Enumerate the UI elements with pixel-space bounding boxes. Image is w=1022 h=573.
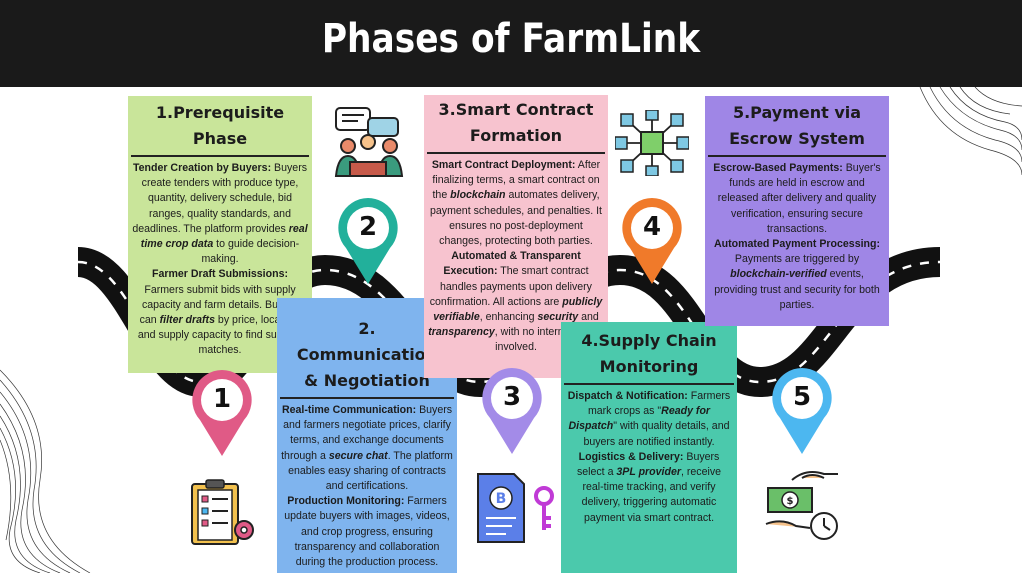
phase-1-title: 1.Prerequisite Phase	[128, 100, 312, 152]
subheading: Farmer Draft Submissions:	[152, 268, 288, 281]
phase-3-pin-marker: 3	[480, 366, 544, 456]
phase-1-title-line1: 1.Prerequisite	[155, 103, 285, 122]
emphasis: publicly verifiable	[433, 295, 603, 324]
subheading: Automated & Transparent Execution:	[443, 250, 581, 278]
bitcoin-document-key-icon: B	[477, 473, 554, 543]
map-pin-icon	[192, 370, 252, 456]
emphasis: security	[537, 311, 579, 324]
emphasis: 3PL provider	[616, 466, 681, 479]
phase-2-title: 2. Communication & Negotiation	[277, 316, 457, 394]
divider	[708, 155, 886, 157]
phase-5-pin-marker: 5	[770, 366, 834, 456]
phase-1-number: 1	[212, 384, 232, 414]
subheading: Real-time Communication:	[281, 404, 417, 416]
subheading: Dispatch & Notification:	[567, 390, 688, 402]
phase-1-title-line2: Phase	[192, 129, 248, 148]
body-text: automates delivery, payment schedules, a…	[430, 189, 602, 248]
phase-1-pin-marker: 1	[190, 368, 254, 458]
subheading: Automated Payment Processing:	[713, 238, 880, 251]
phase-3-title-line2: Formation	[469, 126, 563, 145]
map-pin-icon	[622, 198, 682, 284]
svg-text:$: $	[787, 496, 794, 507]
body-text: Buyers and farmers negotiate prices, cla…	[281, 404, 453, 462]
emphasis: blockchain	[450, 189, 506, 202]
subheading: Tender Creation by Buyers:	[132, 162, 272, 174]
svg-text:B: B	[496, 491, 507, 507]
body-text: Buyers create tenders with produce type,…	[132, 162, 308, 235]
emphasis: transparency	[428, 326, 495, 339]
divider	[564, 383, 734, 385]
emphasis: real time crop data	[140, 222, 308, 251]
phase-4-title: 4.Supply Chain Monitoring	[561, 328, 737, 380]
subheading: Production Monitoring:	[287, 495, 405, 508]
map-pin-icon	[338, 198, 398, 284]
body-text: Farmers mark crops as "	[587, 390, 731, 418]
map-pin-icon	[482, 368, 542, 454]
page-title: Phases of FarmLink	[321, 16, 701, 62]
emphasis: secure chat	[328, 449, 388, 462]
phase-4-body: Dispatch & Notification: Farmers mark cr…	[561, 389, 737, 526]
phase-5-title-line2: Escrow System	[729, 129, 865, 148]
subheading: Smart Contract Deployment:	[431, 159, 576, 171]
phase-2-title-line3: & Negotiation	[304, 371, 430, 390]
subheading: Logistics & Delivery:	[578, 450, 684, 463]
phase-4-number: 4	[642, 212, 662, 242]
phase-3-number: 3	[502, 382, 522, 412]
body-text: , enhancing	[479, 311, 538, 324]
emphasis: blockchain-verified	[730, 268, 827, 281]
body-text: Farmers update buyers with images, video…	[284, 495, 450, 569]
phase-5-title-line1: 5.Payment via	[732, 103, 862, 122]
phase-2-body: Real-time Communication: Buyers and farm…	[277, 403, 457, 570]
body-text: , receive real-time tracking, and verify…	[581, 466, 722, 524]
body-text: events, providing trust and security for…	[714, 268, 880, 311]
phase-4-title-line1: 4.Supply Chain	[581, 331, 717, 350]
phase-4-card: 4.Supply Chain Monitoring Dispatch & Not…	[561, 322, 737, 573]
body-text: " with quality details, and buyers are n…	[583, 420, 730, 448]
subheading: Escrow-Based Payments:	[713, 162, 843, 174]
people-chat-icon	[334, 107, 404, 177]
phase-3-title: 3.Smart Contract Formation	[424, 97, 608, 149]
body-text: Buyers select a	[576, 450, 720, 479]
clipboard-checklist-icon	[191, 479, 254, 545]
blockchain-cubes-icon	[615, 110, 689, 176]
phase-2-title-line1: 2.	[358, 319, 376, 338]
phase-2-number: 2	[358, 212, 378, 242]
divider	[427, 152, 605, 154]
emphasis: filter drafts	[159, 314, 215, 327]
body-text: Farmers submit bids with supply capacity…	[139, 283, 299, 327]
body-text: and	[578, 311, 599, 324]
divider	[131, 155, 309, 157]
body-text: . The platform enables easy sharing of c…	[288, 449, 453, 493]
phase-5-card: 5.Payment via Escrow System Escrow-Based…	[705, 96, 889, 326]
title-bar: Phases of FarmLink	[0, 0, 1022, 87]
body-text: Payments are triggered by	[734, 253, 860, 266]
phase-5-title: 5.Payment via Escrow System	[705, 100, 889, 152]
phase-2-pin-marker: 2	[336, 196, 400, 286]
divider	[280, 397, 454, 399]
body-text: After finalizing terms, a smart contract…	[432, 159, 601, 202]
phase-1-body: Tender Creation by Buyers: Buyers create…	[128, 161, 312, 359]
body-text: to guide decision-making.	[201, 238, 300, 266]
phase-5-body: Escrow-Based Payments: Buyer's funds are…	[705, 161, 889, 313]
phase-4-pin-marker: 4	[620, 196, 684, 286]
map-pin-icon	[772, 368, 832, 454]
phase-4-title-line2: Monitoring	[599, 357, 699, 376]
emphasis: Ready for Dispatch	[568, 405, 711, 433]
body-text: Buyer's funds are held in escrow and rel…	[717, 162, 881, 235]
phase-2-title-line2: Communication	[296, 345, 438, 364]
body-text: The smart contract handles payments upon…	[429, 265, 592, 308]
phase-3-title-line1: 3.Smart Contract	[438, 100, 594, 119]
phase-5-number: 5	[792, 382, 812, 412]
money-exchange-clock-icon: $	[765, 471, 838, 540]
